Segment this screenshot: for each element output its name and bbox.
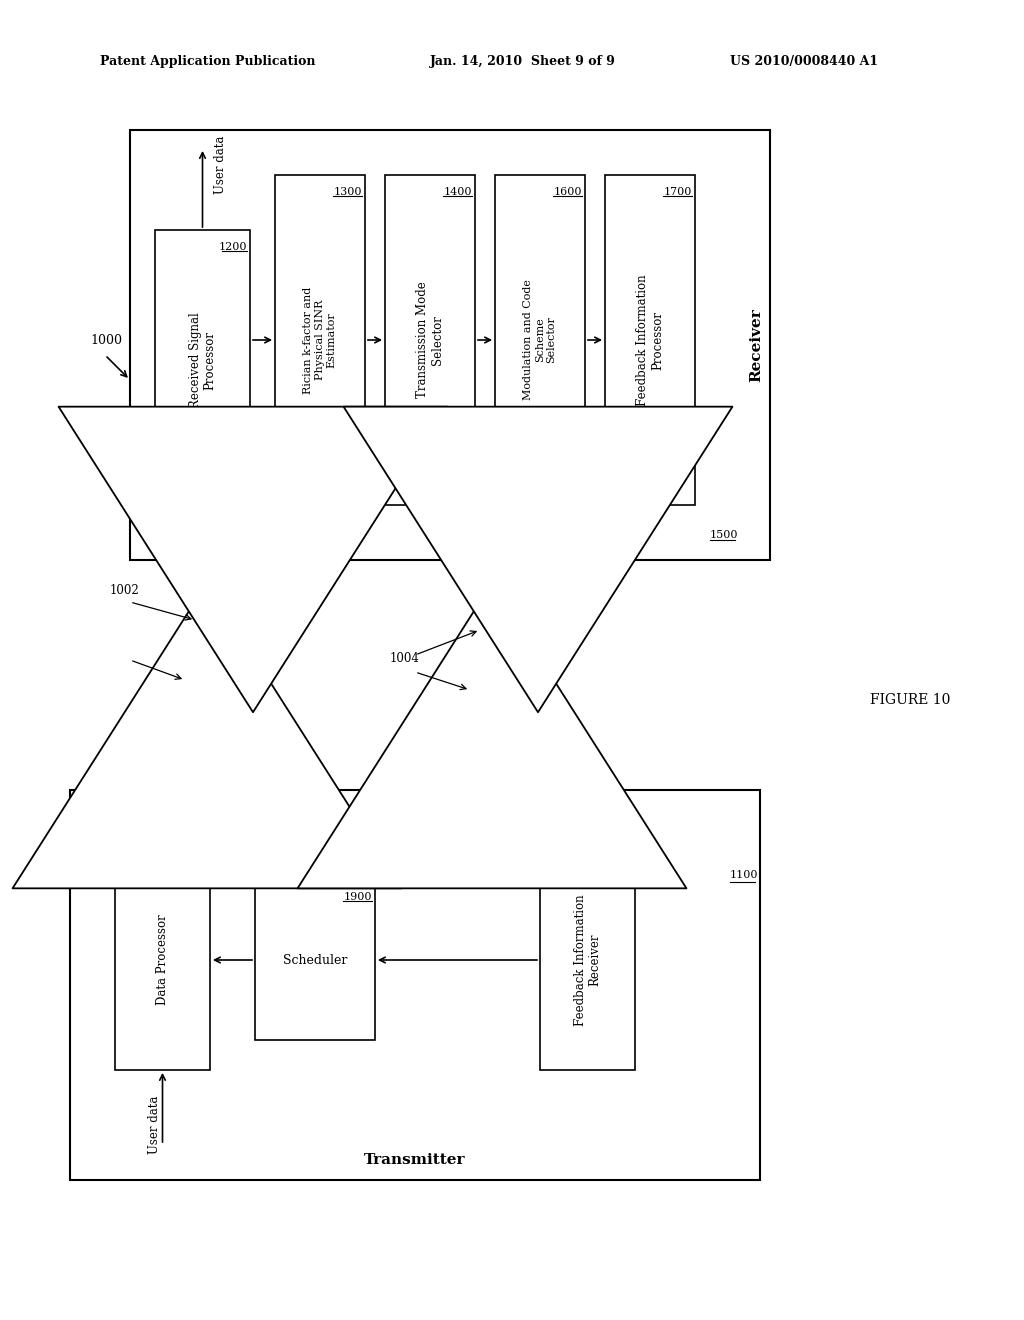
Text: 1800: 1800 <box>603 862 632 873</box>
Bar <box>255 880 375 1040</box>
Bar <box>155 230 250 490</box>
Bar <box>495 176 585 506</box>
Bar <box>70 789 760 1180</box>
Text: ...: ... <box>156 822 170 837</box>
Text: 1004: 1004 <box>390 652 420 664</box>
Text: Jan. 14, 2010  Sheet 9 of 9: Jan. 14, 2010 Sheet 9 of 9 <box>430 55 615 69</box>
Text: Data Processor: Data Processor <box>156 915 169 1006</box>
Text: Rician k-factor and
Physical SINR
Estimator: Rician k-factor and Physical SINR Estima… <box>303 286 337 393</box>
Text: US 2010/0008440 A1: US 2010/0008440 A1 <box>730 55 879 69</box>
Text: Feedback Information
Processor: Feedback Information Processor <box>636 275 664 405</box>
Text: 1950: 1950 <box>178 862 207 873</box>
Text: ...: ... <box>581 822 595 837</box>
Text: Scheduler: Scheduler <box>283 953 347 966</box>
Text: User data: User data <box>147 1096 161 1154</box>
Text: 1100: 1100 <box>730 870 759 880</box>
Bar <box>130 129 770 560</box>
Bar <box>540 850 635 1071</box>
Text: Transmitter: Transmitter <box>365 1152 466 1167</box>
Text: Modulation and Code
Scheme
Selector: Modulation and Code Scheme Selector <box>523 280 557 400</box>
Text: 1700: 1700 <box>664 187 692 197</box>
Text: ...: ... <box>532 520 547 535</box>
Bar <box>275 176 365 506</box>
Text: ...: ... <box>196 506 210 519</box>
Bar <box>605 176 695 506</box>
Text: 1500: 1500 <box>710 531 738 540</box>
Bar <box>385 176 475 506</box>
Text: Patent Application Publication: Patent Application Publication <box>100 55 315 69</box>
Text: 1300: 1300 <box>334 187 362 197</box>
Text: Feedback Information
Receiver: Feedback Information Receiver <box>573 894 601 1026</box>
Text: 1000: 1000 <box>90 334 122 346</box>
Text: User data: User data <box>214 136 227 194</box>
Text: 1002: 1002 <box>110 583 139 597</box>
Text: 1600: 1600 <box>554 187 582 197</box>
Text: Transmission Mode
Selector: Transmission Mode Selector <box>416 281 444 399</box>
Text: 1200: 1200 <box>218 242 247 252</box>
Text: 1400: 1400 <box>443 187 472 197</box>
Text: FIGURE 10: FIGURE 10 <box>870 693 950 708</box>
Text: 1900: 1900 <box>343 892 372 902</box>
Text: Received Signal
Processor: Received Signal Processor <box>188 312 216 408</box>
Bar <box>115 850 210 1071</box>
Text: Receiver: Receiver <box>749 308 763 381</box>
